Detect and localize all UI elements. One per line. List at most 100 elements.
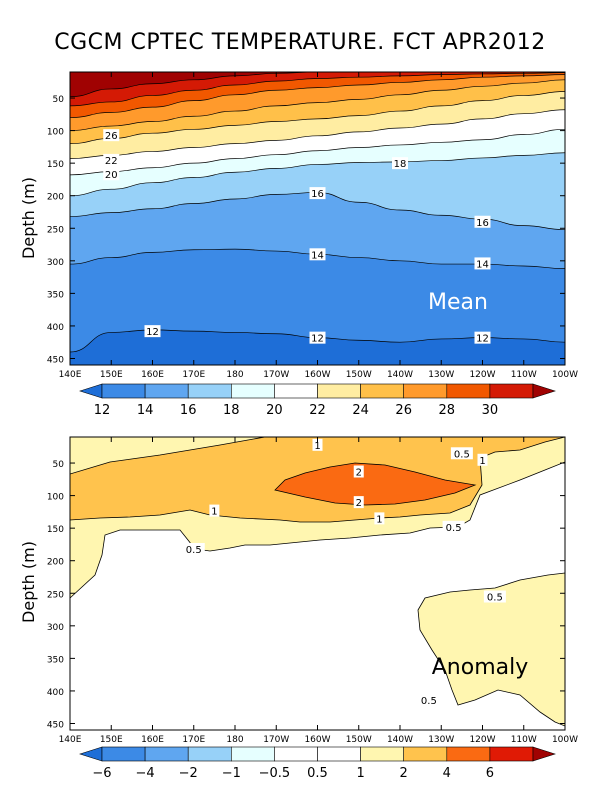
mean-x-tick-label: 140E [59,370,82,380]
anomaly-x-tick-label: 100W [552,735,578,745]
mean-cbar-segment [446,383,491,399]
mean-cbar-label: 22 [309,403,326,418]
mean-cbar-label: 18 [223,403,240,418]
anomaly-cbar-label: 2 [400,766,408,781]
anomaly-x-tick-label: 170E [182,735,205,745]
anomaly-cbar-segment [231,746,275,762]
anomaly-y-tick-label: 250 [47,590,64,600]
anomaly-x-tick-label: 150W [346,735,372,745]
mean-cbar-segment [403,383,448,399]
anomaly-cbar-segment [360,746,405,762]
anomaly-region-0.5-east [417,572,565,727]
anomaly-contour-label: 0.5 [487,593,503,604]
anomaly-axes: 140E 150E 160E 170E 180 170W 160W 150W 140W 130W 1… [47,437,578,745]
anomaly-cbar-label: −4 [136,766,155,781]
anomaly-label-bg [483,590,506,603]
anomaly-cbar-label: 4 [443,766,451,781]
mean-cbar-segment [187,383,232,399]
anomaly-label-bg [374,512,385,525]
mean-cbar-segment [274,383,318,399]
mean-label-bg [474,215,491,228]
mean-x-tick-label: 170E [182,370,205,380]
mean-label-bg [309,331,326,344]
anomaly-label-bg [312,438,323,451]
anomaly-x-tick-label: 140W [387,735,413,745]
anomaly-contour-label: 2 [356,468,362,479]
anomaly-cbar-segment [446,746,491,762]
anomaly-y-tick-label: 100 [47,493,64,503]
mean-cbar-segment [489,383,534,399]
mean-colorbar: 12 14 16 18 20 22 24 26 28 30 [79,383,556,418]
mean-cbar-label: 24 [352,403,369,418]
anomaly-x-tick-label: 170W [263,735,289,745]
mean-x-tick-label: 130W [428,370,454,380]
anomaly-x-tick-label: 180 [226,735,243,745]
mean-cbar-label: 28 [439,403,456,418]
mean-y-tick-label: 350 [47,290,64,300]
anomaly-label-bg [182,542,205,555]
mean-isotherm-18 [70,152,565,197]
anomaly-contour-label: 1 [479,456,485,467]
mean-cbar-segment [101,383,146,399]
anomaly-label-bg [450,447,473,460]
anomaly-cbar-segment [187,746,232,762]
mean-cbar-label: 14 [137,403,154,418]
anomaly-y-tick-label: 50 [53,460,65,470]
anomaly-contour-label: 1 [376,514,382,525]
anomaly-label-bg [477,453,488,466]
mean-contour-labels: 26 22 20 18 16 16 14 14 12 12 12 [103,129,491,345]
mean-cbar-segment [360,383,405,399]
mean-x-tick-label: 140W [387,370,413,380]
anomaly-region-2 [274,462,477,506]
anomaly-cbar-label: 1 [356,766,364,781]
mean-y-tick-label: 300 [47,258,64,268]
anomaly-contour-label: 0.5 [421,696,437,707]
mean-y-tick-label: 150 [47,160,64,170]
mean-contour-fills [70,72,565,365]
mean-x-tick-label: 110W [511,370,537,380]
anomaly-contour-labels: 1 0.5 1 2 2 1 1 0.5 0.5 0.5 0.5 [182,438,506,707]
anomaly-x-tick-label: 120W [469,735,495,745]
anomaly-label-bg [442,520,465,533]
mean-label-bg [309,248,326,261]
mean-cbar-segment [231,383,275,399]
mean-isotherm-30 [70,72,565,98]
anomaly-label-bg [353,465,364,478]
mean-axes: 140E 150E 160E 170E 180 170W 160W 150W 140W 130W 1… [47,72,578,380]
mean-x-tick-label: 150E [100,370,123,380]
mean-label-bg [103,168,120,181]
mean-y-tick-label: 250 [47,225,64,235]
anomaly-contour-label: 0.5 [186,545,202,556]
anomaly-y-tick-label: 200 [47,558,64,568]
mean-isotherm-22 [70,109,565,159]
mean-x-tick-label: 150W [346,370,372,380]
anomaly-contour-label: 1 [314,441,320,452]
mean-y-tick-label: 100 [47,128,64,138]
mean-isotherm-26 [70,79,565,131]
anomaly-x-tick-label: 160E [141,735,164,745]
mean-cbar-label: 12 [94,403,111,418]
mean-x-tick-label: 160W [304,370,330,380]
mean-contour-label: 26 [105,131,118,142]
mean-x-tick-label: 180 [226,370,243,380]
anomaly-label-bg [417,694,440,707]
mean-contour-label: 14 [311,250,324,261]
mean-cbar-segment [317,383,361,399]
mean-contour-label: 18 [394,159,407,170]
mean-label-bg [474,257,491,270]
anomaly-y-axis-label: Depth (m) [19,541,38,623]
anomaly-contour-label: 1 [211,507,217,518]
anomaly-cbar-segment [489,746,534,762]
mean-y-axis-label: Depth (m) [19,177,38,259]
mean-contour-label: 12 [146,327,159,338]
anomaly-label-bg [209,504,220,517]
anomaly-panel: 1 0.5 1 2 2 1 1 0.5 0.5 0.5 0.5 140E 150E 160E 170E 18… [19,436,578,781]
anomaly-y-tick-label: 350 [47,655,64,665]
anomaly-cbar-label: −6 [92,766,111,781]
mean-x-tick-label: 160E [141,370,164,380]
mean-y-tick-label: 50 [53,95,65,105]
mean-isotherm-20 [70,128,565,176]
mean-cbar-label: 20 [266,403,283,418]
